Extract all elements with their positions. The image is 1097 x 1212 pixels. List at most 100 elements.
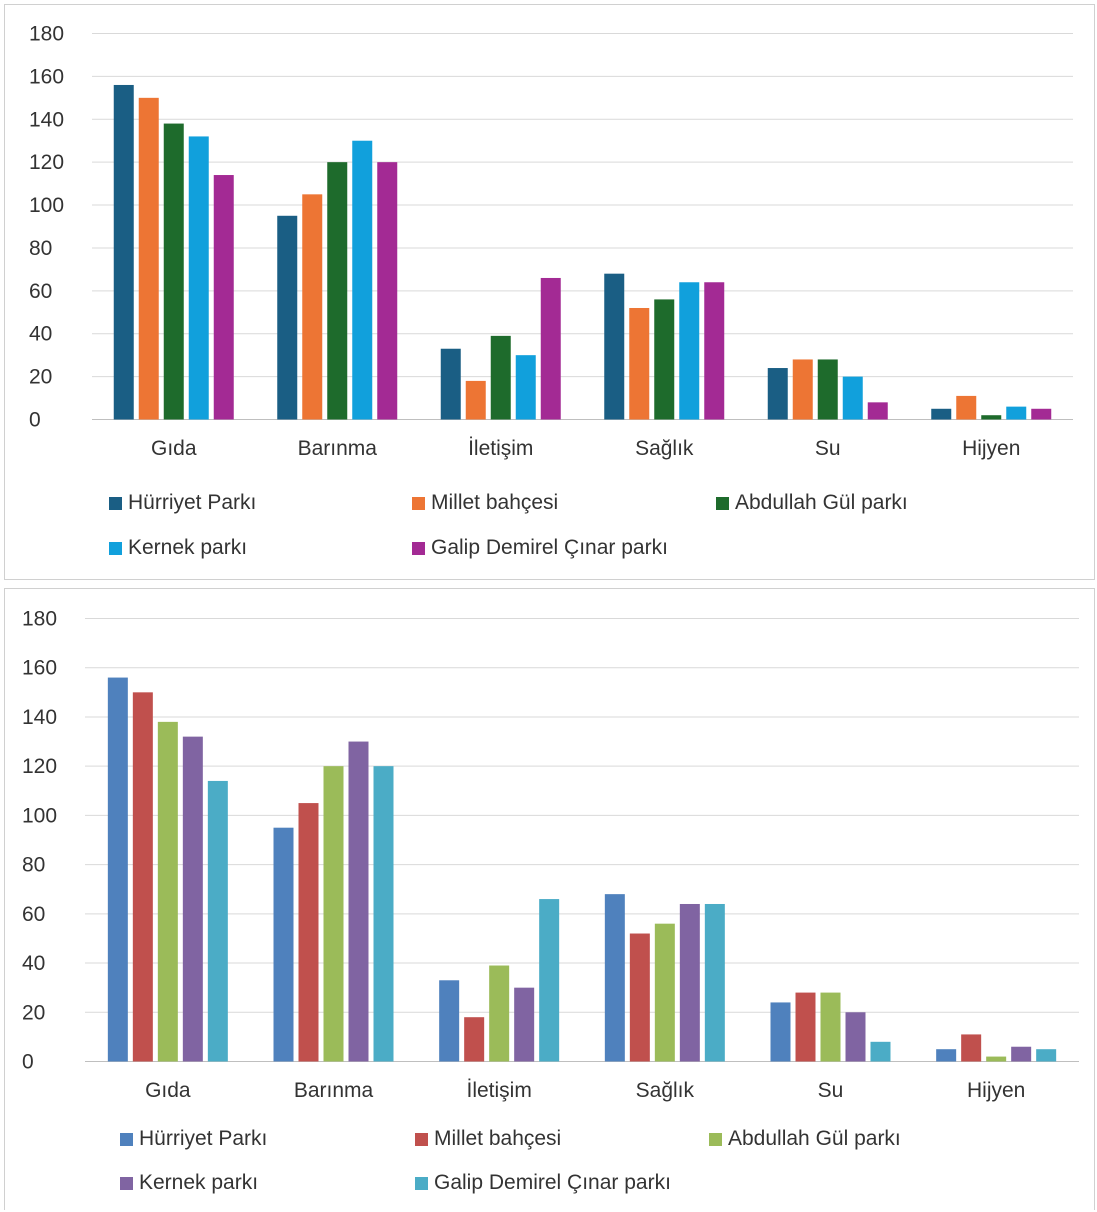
bar xyxy=(654,923,675,1062)
bar xyxy=(138,97,159,420)
legend-item-millet-bahcesi: Millet bahçesi xyxy=(412,491,558,515)
legend-swatch xyxy=(415,1176,428,1190)
y-tick-label: 100 xyxy=(22,804,57,827)
bar xyxy=(845,1012,866,1062)
bar xyxy=(931,408,952,420)
bar xyxy=(302,194,323,420)
legend-item-abdullah-gul-parki: Abdullah Gül parkı xyxy=(709,1127,901,1151)
bar xyxy=(298,803,319,1062)
bar xyxy=(1006,406,1027,420)
bar xyxy=(604,894,625,1062)
legend-swatch xyxy=(109,496,122,510)
legend-swatch xyxy=(412,541,425,555)
legend-swatch xyxy=(716,496,729,510)
bar xyxy=(323,766,344,1062)
y-tick-label: 180 xyxy=(22,608,57,631)
bar xyxy=(770,1002,791,1062)
bar xyxy=(842,376,863,420)
bar xyxy=(277,215,298,420)
y-tick-label: 80 xyxy=(29,237,52,260)
bar xyxy=(377,162,398,420)
x-tick-label: İletişim xyxy=(466,1079,531,1102)
bar xyxy=(679,282,700,420)
bar xyxy=(1011,1046,1032,1062)
bar xyxy=(1031,408,1052,420)
y-tick-label: 140 xyxy=(29,108,64,131)
legend-label: Hürriyet Parkı xyxy=(139,1127,268,1150)
legend-item-hurriyet-parki: Hürriyet Parkı xyxy=(109,491,256,515)
bar xyxy=(539,899,560,1062)
y-tick-label: 20 xyxy=(29,366,52,389)
bar xyxy=(704,282,725,420)
bar xyxy=(348,741,369,1062)
y-tick-label: 20 xyxy=(22,1001,45,1024)
y-tick-label: 180 xyxy=(29,23,64,46)
legend-item-kernek-parki: Kernek parkı xyxy=(120,1171,258,1195)
x-tick-label: Hijyen xyxy=(962,437,1020,460)
y-tick-label: 100 xyxy=(29,194,64,217)
x-tick-label: Barınma xyxy=(294,1079,374,1102)
legend-item-hurriyet-parki: Hürriyet Parkı xyxy=(120,1127,267,1151)
x-tick-label: Sağlık xyxy=(636,1079,695,1102)
bar xyxy=(961,1034,982,1062)
bar xyxy=(1036,1049,1057,1062)
bar xyxy=(870,1041,891,1062)
x-tick-label: Sağlık xyxy=(635,437,694,460)
legend-label: Millet bahçesi xyxy=(431,491,559,514)
legend-item-galip-demirel-cinar-parki: Galip Demirel Çınar parkı xyxy=(415,1171,671,1195)
legend-swatch xyxy=(709,1132,722,1146)
bar xyxy=(540,277,561,420)
bar xyxy=(107,677,128,1062)
x-tick-label: Hijyen xyxy=(967,1079,1025,1102)
bar xyxy=(767,368,788,420)
legend-swatch xyxy=(120,1176,133,1190)
chart-panel-bottom: 0 20 40 60 80 100 120 140 160 180 Gıda Barınma İleti… xyxy=(4,588,1095,1210)
legend-item-galip-demirel-cinar-parki: Galip Demirel Çınar parkı xyxy=(412,536,668,560)
bar xyxy=(163,123,184,420)
bar xyxy=(704,903,725,1062)
bar xyxy=(489,965,510,1062)
bar xyxy=(792,359,813,420)
legend-swatch xyxy=(415,1132,428,1146)
bar xyxy=(604,273,625,420)
bar xyxy=(188,136,209,420)
bar xyxy=(514,987,535,1062)
bar xyxy=(273,827,294,1062)
bar xyxy=(867,402,888,420)
y-tick-label: 160 xyxy=(22,657,57,680)
bar xyxy=(157,721,178,1062)
y-tick-label: 40 xyxy=(29,323,52,346)
legend-label: Hürriyet Parkı xyxy=(128,491,257,514)
x-tick-label: Su xyxy=(818,1079,844,1102)
x-tick-label: Gıda xyxy=(145,1079,191,1102)
x-tick-label: Barınma xyxy=(298,437,378,460)
bar-chart-top: 0 20 40 60 80 100 120 140 160 180 Gıda Barınma İleti… xyxy=(29,23,1073,460)
bar xyxy=(352,140,373,420)
bar xyxy=(490,335,511,420)
bar xyxy=(213,175,234,420)
bar xyxy=(373,766,394,1062)
bar xyxy=(113,84,134,420)
x-tick-label: Gıda xyxy=(151,437,197,460)
bar xyxy=(654,299,675,420)
bar xyxy=(986,1056,1007,1062)
legend-label: Galip Demirel Çınar parkı xyxy=(431,536,668,559)
y-tick-label: 0 xyxy=(22,1051,34,1074)
bar xyxy=(327,162,348,420)
x-tick-label: İletişim xyxy=(468,437,533,460)
bar xyxy=(515,355,536,420)
y-tick-label: 60 xyxy=(29,280,52,303)
bar xyxy=(679,903,700,1062)
y-tick-label: 120 xyxy=(29,151,64,174)
bar xyxy=(465,380,486,420)
bar xyxy=(629,307,650,420)
bar xyxy=(440,348,461,420)
y-tick-label: 160 xyxy=(29,65,64,88)
chart-panel-top: 0 20 40 60 80 100 120 140 160 180 Gıda Barınma İleti… xyxy=(4,4,1095,580)
legend-label: Abdullah Gül parkı xyxy=(735,491,908,514)
legend-item-kernek-parki: Kernek parkı xyxy=(109,536,247,560)
bar xyxy=(629,933,650,1062)
x-tick-label: Su xyxy=(815,437,841,460)
legend-label: Abdullah Gül parkı xyxy=(728,1127,901,1150)
legend-label: Kernek parkı xyxy=(128,536,248,559)
